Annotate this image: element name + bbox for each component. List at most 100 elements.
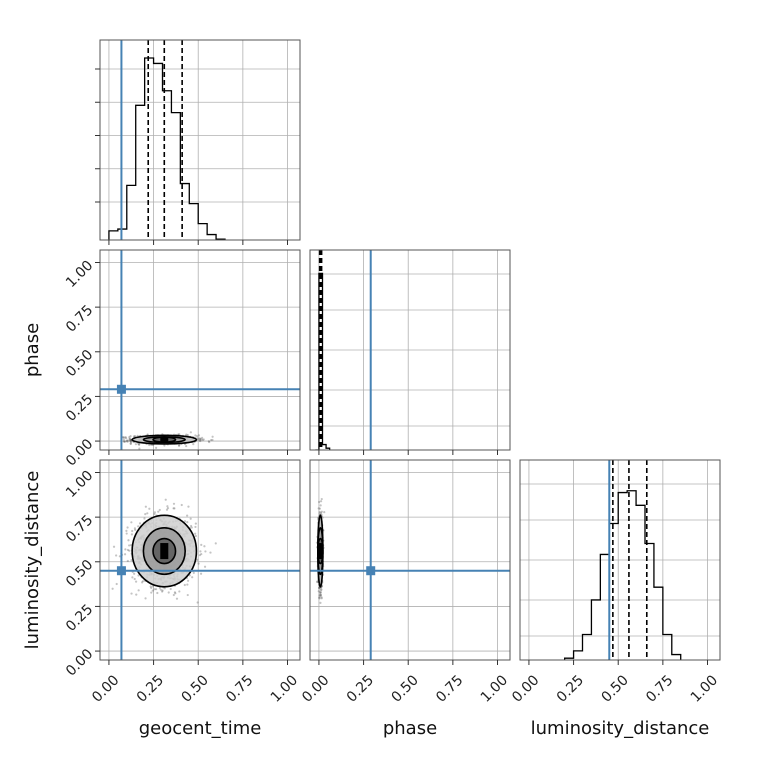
sample-point [155, 446, 158, 450]
sample-point [186, 433, 189, 437]
sample-point [196, 435, 199, 438]
sample-point [155, 588, 158, 591]
xlabel-phase: phase [383, 718, 437, 739]
sample-point [166, 505, 169, 508]
sample-point [137, 525, 140, 528]
sample-point [202, 438, 205, 441]
sample-point [167, 591, 170, 594]
sample-point [210, 438, 213, 442]
x-tick-label: 1.00 [268, 672, 301, 705]
sample-point [187, 579, 190, 582]
sample-point [163, 587, 166, 590]
sample-point [194, 532, 197, 535]
sample-point [153, 511, 156, 514]
panel-geocent_time-geocent_time [95, 39, 301, 245]
sample-point [199, 572, 203, 575]
x-tick-label: 0.75 [643, 672, 676, 705]
sample-point [122, 438, 125, 441]
sample-point [194, 434, 197, 437]
sample-point [151, 589, 154, 592]
sample-point [172, 507, 175, 510]
sample-point [123, 436, 126, 439]
sample-point [133, 577, 136, 581]
sample-point [125, 437, 128, 440]
sample-point [175, 597, 179, 600]
sample-point [129, 439, 132, 442]
sample-point [135, 593, 138, 596]
ylabel-phase: phase [22, 323, 43, 377]
x-tick-label: 0.25 [134, 672, 167, 705]
sample-point [319, 593, 323, 597]
histogram-phase [315, 272, 331, 450]
sample-point [158, 508, 161, 512]
sample-point [143, 517, 146, 520]
sample-point [214, 542, 217, 545]
sample-point [319, 594, 322, 597]
y-tick-label: 0.75 [63, 302, 96, 335]
sample-point [130, 558, 133, 562]
sample-point [320, 497, 323, 501]
sample-point [157, 510, 160, 513]
sample-point [192, 443, 195, 446]
sample-point [316, 580, 319, 584]
panel-frame [99, 249, 301, 451]
sample-point [173, 507, 176, 510]
sample-point [118, 555, 121, 558]
sample-point [115, 582, 118, 586]
sample-point [129, 544, 133, 547]
sample-point [316, 580, 319, 583]
sample-point [128, 437, 131, 441]
sample-point [211, 438, 214, 442]
sample-point [125, 439, 128, 442]
panel-frame [309, 459, 511, 661]
sample-point [156, 591, 159, 595]
sample-point [318, 512, 321, 515]
sample-point [129, 440, 132, 444]
sample-point [319, 500, 323, 503]
x-tick-label: 0.75 [433, 672, 466, 705]
sample-point [124, 436, 127, 439]
panel-luminosity_distance-phase: 0.00 0.25 0.50 0.75 1.00 [299, 459, 511, 706]
sample-point [317, 590, 320, 593]
sample-point [128, 439, 131, 442]
sample-point [319, 601, 322, 604]
sample-point [129, 440, 133, 443]
sample-point [151, 585, 154, 588]
sample-point [144, 505, 147, 508]
histogram-geocent_time [108, 57, 226, 240]
sample-point [163, 444, 166, 447]
sample-point [150, 586, 153, 589]
panel-luminosity_distance-geocent_time: 0.00 0.25 0.50 0.75 1.00 0.00 0.25 0.50 0.75 1.00 [63, 459, 301, 706]
sample-point [134, 580, 138, 583]
sample-point [204, 550, 207, 553]
sample-point [125, 529, 128, 532]
sample-point [112, 545, 116, 548]
sample-point [129, 434, 132, 438]
sample-point [196, 601, 199, 604]
sample-point [129, 442, 132, 445]
sample-point [126, 526, 129, 529]
sample-point [318, 507, 321, 510]
sample-point [319, 588, 322, 592]
sample-point [185, 433, 188, 436]
sample-point [197, 434, 201, 437]
panel-content [100, 460, 300, 660]
sample-point [127, 539, 130, 542]
sample-point [189, 524, 193, 528]
panel-content [520, 460, 720, 660]
y-tick-label: 0.00 [63, 646, 96, 679]
x-tick-label: 0.00 [509, 672, 542, 705]
sample-point [137, 589, 140, 592]
sample-point [115, 554, 118, 557]
sample-point [318, 594, 321, 597]
sample-point [191, 576, 194, 579]
x-tick-label: 0.50 [388, 672, 421, 705]
y-tick-label: 0.25 [63, 391, 96, 424]
panel-content [310, 460, 510, 660]
sample-point [198, 437, 201, 440]
panel-phase-geocent_time: 0.00 0.25 0.50 0.75 1.00 [63, 249, 301, 469]
histogram-luminosity_distance [563, 490, 682, 660]
xlabel-geocent-time: geocent_time [139, 718, 262, 739]
sample-point [134, 528, 137, 532]
